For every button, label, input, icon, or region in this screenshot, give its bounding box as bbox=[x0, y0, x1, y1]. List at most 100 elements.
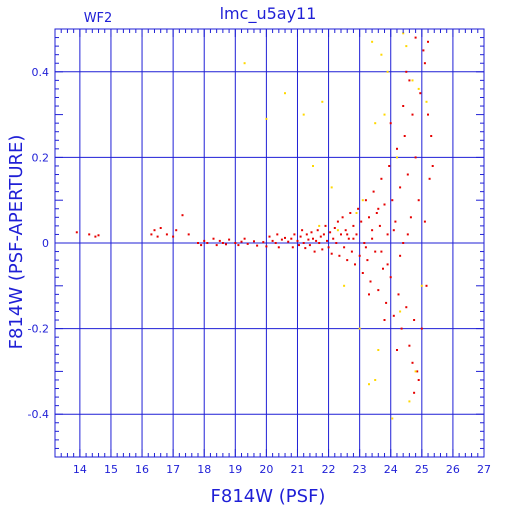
data-point bbox=[386, 233, 389, 236]
data-point bbox=[383, 319, 386, 321]
data-point bbox=[374, 250, 377, 253]
data-points bbox=[75, 32, 434, 420]
data-point bbox=[413, 319, 416, 321]
data-point bbox=[377, 207, 380, 210]
data-point bbox=[197, 242, 199, 244]
data-point bbox=[361, 199, 364, 202]
data-point bbox=[380, 53, 383, 56]
y-axis-title: F814W (PSF-APERTURE) bbox=[6, 135, 27, 350]
data-point bbox=[165, 233, 168, 236]
data-point bbox=[360, 220, 363, 223]
data-point bbox=[366, 259, 369, 262]
data-point bbox=[405, 70, 408, 73]
data-point bbox=[321, 248, 324, 251]
data-point bbox=[262, 241, 265, 244]
data-point bbox=[212, 237, 215, 240]
data-point bbox=[234, 242, 237, 244]
data-point bbox=[420, 284, 423, 287]
data-point bbox=[392, 314, 395, 317]
data-point bbox=[175, 229, 178, 232]
data-point bbox=[321, 100, 324, 103]
data-point bbox=[221, 242, 224, 244]
data-point bbox=[403, 135, 406, 137]
data-point bbox=[313, 250, 316, 253]
tick-labels: 14 15 16 17 18 19 20 21 22 23 24 25 26 27 -0.4 -0.2 0 0.2… bbox=[28, 66, 491, 476]
data-point bbox=[240, 240, 243, 243]
data-point bbox=[380, 250, 383, 253]
data-point bbox=[355, 233, 358, 236]
data-point bbox=[318, 224, 321, 227]
x-tick-label: 17 bbox=[166, 463, 180, 476]
data-point bbox=[380, 177, 383, 180]
data-point bbox=[409, 216, 412, 219]
data-point bbox=[425, 100, 428, 103]
data-point bbox=[399, 310, 402, 313]
data-point bbox=[319, 235, 322, 238]
data-point bbox=[287, 240, 290, 243]
data-point bbox=[427, 113, 429, 116]
data-point bbox=[318, 242, 321, 244]
data-point bbox=[97, 234, 100, 237]
data-point bbox=[361, 272, 364, 274]
y-tick-label: 0.2 bbox=[32, 151, 50, 164]
data-point bbox=[413, 391, 416, 394]
data-point bbox=[371, 237, 374, 240]
data-point bbox=[280, 238, 283, 241]
data-point bbox=[256, 244, 259, 247]
x-tick-label: 20 bbox=[259, 463, 273, 476]
data-point bbox=[402, 105, 405, 107]
x-tick-label: 19 bbox=[228, 463, 242, 476]
data-point bbox=[369, 280, 372, 283]
data-point bbox=[350, 250, 353, 253]
data-point bbox=[386, 263, 389, 266]
data-point bbox=[428, 177, 431, 180]
data-point bbox=[215, 244, 218, 247]
data-point bbox=[291, 246, 294, 249]
x-tick-label: 14 bbox=[73, 463, 87, 476]
data-point bbox=[431, 165, 434, 167]
data-point bbox=[308, 244, 311, 247]
data-point bbox=[417, 199, 420, 202]
data-point bbox=[243, 62, 246, 65]
data-point bbox=[307, 238, 310, 241]
data-point bbox=[276, 233, 279, 236]
data-point bbox=[378, 224, 381, 227]
data-point bbox=[75, 231, 78, 234]
data-point bbox=[302, 113, 305, 116]
y-tick-label: 0.4 bbox=[32, 66, 50, 79]
data-point bbox=[392, 229, 395, 232]
data-point bbox=[364, 246, 367, 249]
data-point bbox=[423, 62, 426, 65]
data-point bbox=[352, 224, 355, 227]
data-point bbox=[396, 156, 398, 159]
data-point bbox=[374, 122, 377, 125]
data-point bbox=[330, 252, 333, 255]
data-point bbox=[411, 79, 414, 82]
data-point bbox=[405, 306, 408, 309]
data-point bbox=[383, 113, 386, 116]
data-point bbox=[420, 327, 423, 330]
data-point bbox=[290, 237, 293, 240]
data-point bbox=[329, 231, 332, 234]
data-point bbox=[153, 229, 156, 232]
y-tick-label: 0 bbox=[42, 237, 49, 250]
data-point bbox=[425, 284, 428, 287]
data-point bbox=[312, 165, 314, 167]
data-point bbox=[237, 244, 240, 247]
data-point bbox=[414, 156, 417, 159]
data-point bbox=[394, 220, 397, 223]
data-point bbox=[316, 229, 319, 232]
data-point bbox=[349, 212, 352, 214]
data-point bbox=[389, 122, 392, 125]
data-point bbox=[416, 370, 419, 373]
data-point bbox=[268, 235, 271, 238]
data-point bbox=[355, 212, 358, 214]
chart-title: lmc_u5ay11 bbox=[220, 4, 317, 24]
data-point bbox=[156, 235, 159, 238]
data-point bbox=[203, 239, 206, 242]
data-point bbox=[332, 237, 335, 240]
data-point bbox=[368, 383, 370, 386]
x-tick-label: 22 bbox=[322, 463, 336, 476]
data-point bbox=[388, 165, 391, 167]
data-point bbox=[293, 233, 296, 236]
